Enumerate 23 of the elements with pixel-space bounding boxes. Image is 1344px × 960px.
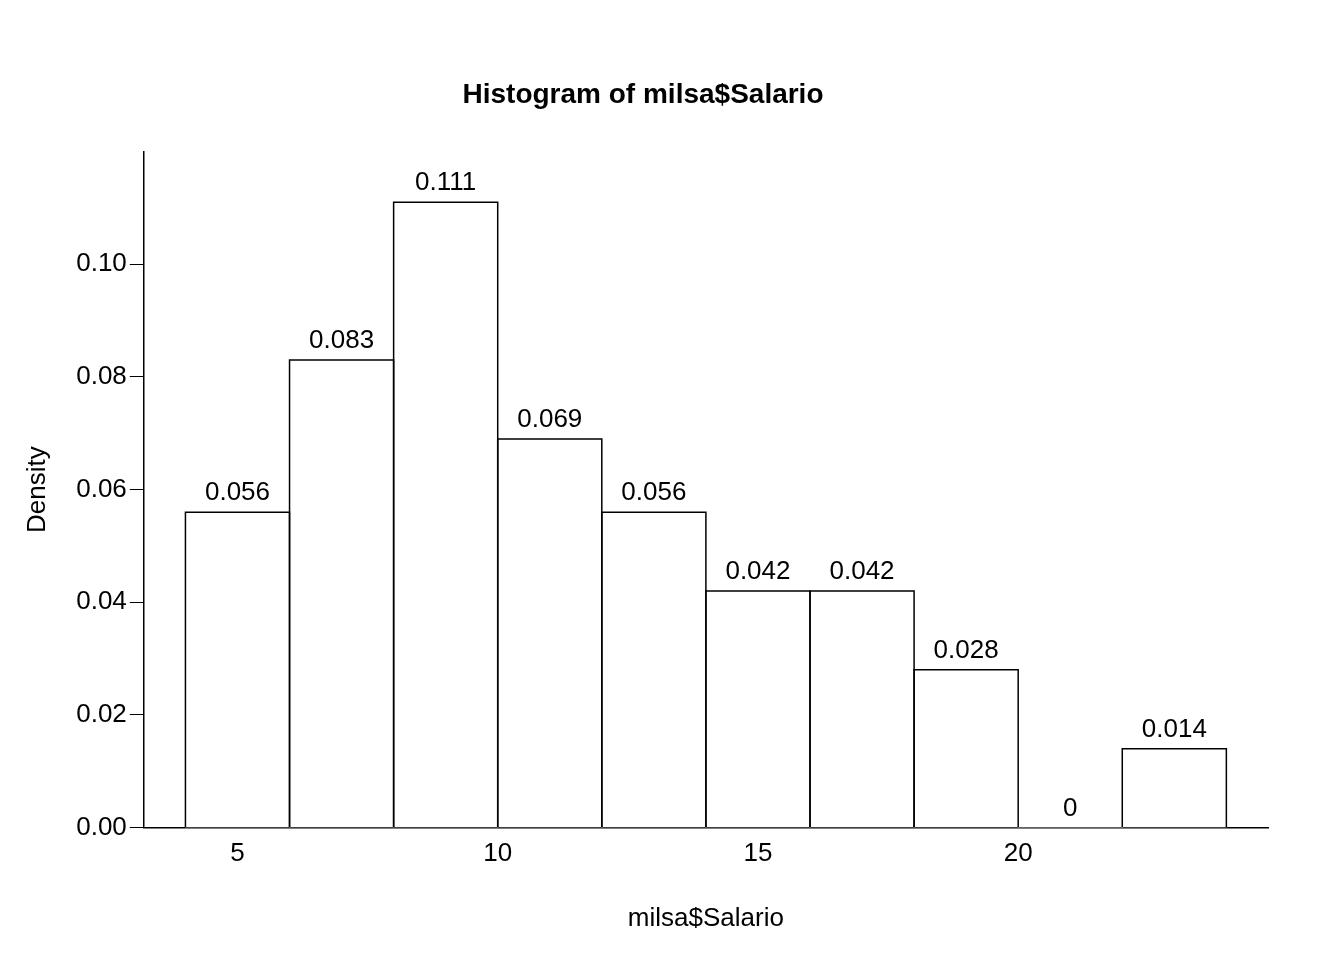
y-tick-label: 0.04: [76, 585, 127, 616]
data-label: 0: [1062, 791, 1078, 822]
x-tick-label: 15: [743, 837, 773, 868]
y-tick-label: 0.08: [76, 360, 127, 391]
data-label: 0.056: [204, 476, 271, 507]
x-tick-label: 5: [230, 837, 245, 868]
data-label: 0.111: [415, 166, 477, 197]
y-tick-label: 0.06: [76, 472, 127, 503]
x-axis-title: milsa$Salario: [627, 901, 784, 932]
data-label: 0.083: [309, 324, 375, 355]
y-tick-label: 0.10: [76, 247, 127, 278]
x-tick-label: 20: [1003, 837, 1033, 868]
data-label: 0.014: [1141, 712, 1207, 743]
chart-title: Histogram of milsa$Salario: [462, 77, 824, 109]
y-tick-label: 0.00: [76, 810, 127, 841]
data-label: 0.042: [725, 555, 791, 586]
y-axis-title: Density: [20, 446, 51, 533]
data-label: 0.042: [829, 555, 895, 586]
x-tick-label: 10: [483, 837, 513, 868]
y-tick-label: 0.02: [76, 698, 127, 729]
data-label: 0.056: [621, 476, 687, 507]
data-label: 0.069: [517, 403, 583, 434]
data-label: 0.028: [933, 634, 999, 665]
